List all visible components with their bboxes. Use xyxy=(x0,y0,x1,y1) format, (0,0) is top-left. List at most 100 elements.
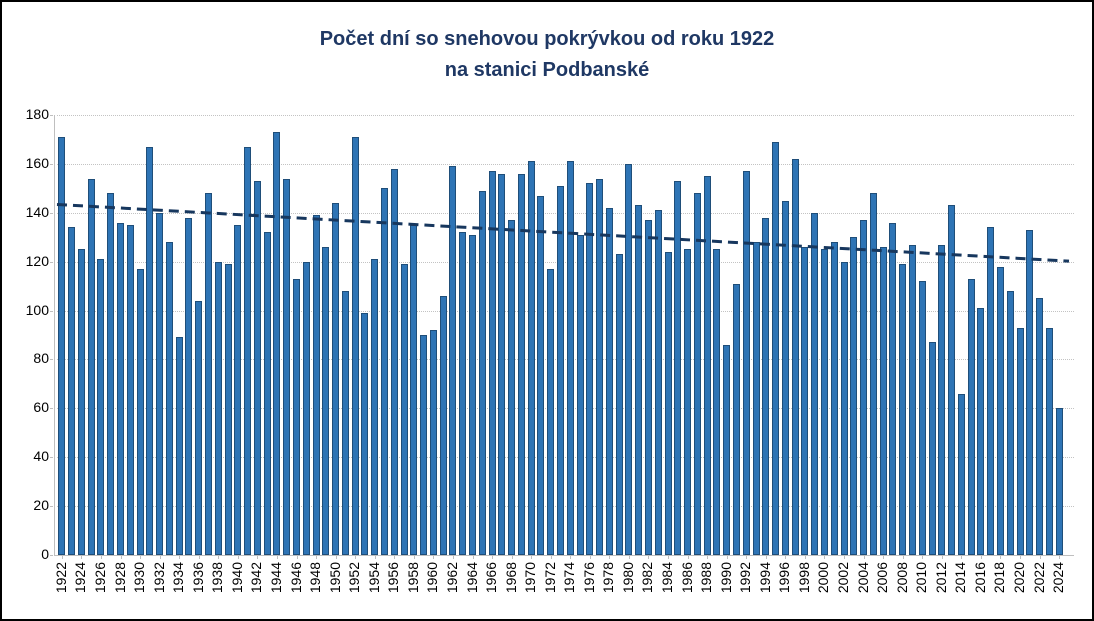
bar xyxy=(801,247,809,555)
bar xyxy=(791,159,799,555)
bar xyxy=(889,222,897,555)
x-tick-label: 2018 xyxy=(991,562,1008,594)
x-tick-label: 1960 xyxy=(424,562,441,594)
bar xyxy=(1006,291,1014,555)
bar xyxy=(478,190,486,555)
bar xyxy=(214,261,222,555)
bar xyxy=(488,171,496,555)
bar xyxy=(517,173,525,555)
bar xyxy=(1045,327,1053,555)
x-tick-label: 1958 xyxy=(404,562,421,594)
bar xyxy=(781,200,789,555)
bar xyxy=(58,137,66,555)
y-axis-tick xyxy=(50,115,53,116)
y-axis-tick xyxy=(50,457,53,459)
bar xyxy=(664,251,672,555)
x-axis-tick xyxy=(452,555,454,559)
bar xyxy=(459,232,467,555)
x-axis-tick xyxy=(1020,555,1021,559)
bar xyxy=(146,146,154,555)
bar xyxy=(361,313,369,555)
x-tick-label: 1994 xyxy=(756,562,773,594)
bar xyxy=(498,173,506,555)
x-axis-tick xyxy=(687,555,689,559)
bar xyxy=(156,212,164,555)
x-axis-tick xyxy=(648,555,650,559)
bar xyxy=(879,247,887,555)
x-tick-label: 1962 xyxy=(443,562,460,594)
x-tick-label: 1944 xyxy=(267,562,284,594)
x-tick-label: 1924 xyxy=(72,562,89,594)
bar xyxy=(195,300,203,555)
x-tick-label: 1990 xyxy=(717,562,734,594)
bar xyxy=(527,161,535,555)
x-axis-tick xyxy=(1039,555,1041,559)
x-axis-tick xyxy=(237,555,239,559)
x-tick-label: 1986 xyxy=(678,562,695,594)
bar xyxy=(723,344,731,555)
x-axis-tick xyxy=(257,555,259,559)
bar xyxy=(928,342,936,555)
gridline xyxy=(57,115,1074,116)
bar xyxy=(967,278,975,555)
bar xyxy=(312,215,320,555)
x-tick-label: 1946 xyxy=(287,562,304,594)
bar xyxy=(957,393,965,555)
x-axis-tick xyxy=(394,555,396,559)
x-tick-label: 1938 xyxy=(209,562,226,594)
x-axis-tick xyxy=(589,555,591,559)
x-axis-tick xyxy=(707,555,709,559)
x-tick-label: 2012 xyxy=(932,562,949,594)
x-axis-tick xyxy=(844,555,846,559)
bar xyxy=(224,264,232,555)
y-axis-line xyxy=(54,115,55,555)
bar xyxy=(566,161,574,555)
bar xyxy=(908,244,916,555)
x-tick-label: 1966 xyxy=(483,562,500,594)
x-tick-label: 1930 xyxy=(131,562,148,594)
x-tick-label: 1936 xyxy=(189,562,206,594)
bar xyxy=(449,166,457,555)
x-tick-label: 1928 xyxy=(111,562,128,594)
bar xyxy=(615,254,623,555)
bar xyxy=(263,232,271,555)
bar xyxy=(508,220,516,555)
x-axis-tick xyxy=(609,555,611,559)
bar xyxy=(400,264,408,555)
x-tick-label: 1970 xyxy=(522,562,539,594)
y-axis-tick xyxy=(50,261,53,263)
x-tick-label: 2020 xyxy=(1011,562,1027,594)
x-axis-tick xyxy=(863,555,865,559)
bar xyxy=(469,234,476,555)
bar xyxy=(899,264,907,555)
bar xyxy=(557,185,564,555)
gridline xyxy=(57,457,1074,459)
bar xyxy=(1036,298,1044,555)
x-axis-tick xyxy=(433,555,435,559)
x-tick-label: 2016 xyxy=(971,562,988,594)
y-axis-tick xyxy=(50,359,53,361)
x-axis-tick xyxy=(81,555,83,559)
bar xyxy=(625,163,633,555)
x-tick-label: 2022 xyxy=(1030,562,1047,594)
bar xyxy=(136,269,144,555)
x-axis-tick xyxy=(980,555,982,559)
x-tick-label: 2014 xyxy=(952,562,969,594)
gridline xyxy=(57,359,1074,361)
y-tick-label: 180 xyxy=(25,106,49,122)
x-axis-tick xyxy=(511,555,513,559)
bar xyxy=(332,203,340,555)
y-axis-tick xyxy=(50,310,53,312)
x-tick-label: 1992 xyxy=(737,562,754,594)
bar xyxy=(234,225,242,555)
x-axis-tick xyxy=(316,555,318,559)
x-tick-label: 1948 xyxy=(307,562,324,594)
x-axis-tick xyxy=(179,555,181,559)
x-tick-label: 1964 xyxy=(463,562,480,594)
x-axis-tick xyxy=(413,555,415,559)
y-tick-label: 20 xyxy=(33,497,49,514)
bar xyxy=(850,237,858,555)
x-axis-tick xyxy=(550,555,552,559)
bar xyxy=(175,337,183,555)
bar xyxy=(732,283,740,555)
